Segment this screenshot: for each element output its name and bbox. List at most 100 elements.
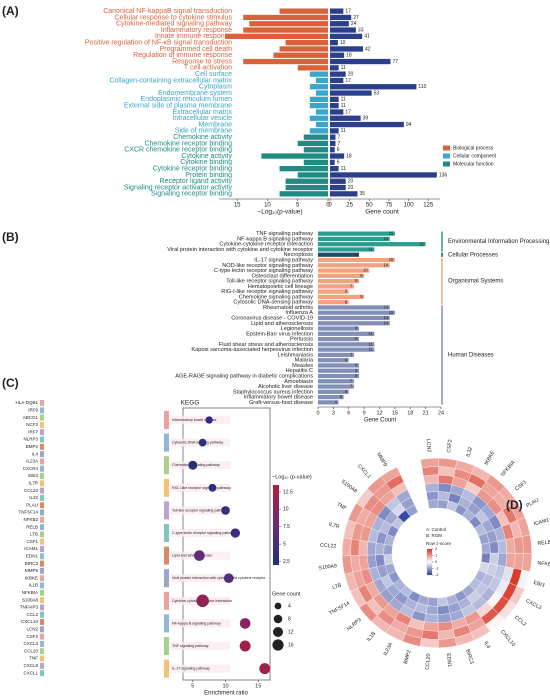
count-label: 18 [346, 153, 352, 159]
gene-label: ICAM1 [24, 546, 38, 551]
pathway-box [170, 529, 230, 537]
dot [208, 483, 217, 492]
heat-cell [375, 542, 385, 556]
gene-label: RELB [537, 540, 550, 547]
y-tick-label: Toll-like receptor signaling pathway [226, 279, 313, 285]
x-tick-label: 10 [264, 203, 271, 209]
pvalue-bar [309, 128, 328, 134]
pvalue-bar [303, 134, 328, 140]
pathway-node [164, 659, 169, 678]
y-tick-label: Coronavirus disease - COVID-19 [231, 315, 313, 321]
count-label: 11 [341, 103, 346, 109]
bar [318, 278, 359, 284]
count-label: 17 [345, 78, 351, 84]
pvalue-bar [309, 115, 328, 121]
gene-label: BMP2 [403, 649, 413, 664]
heat-cell [521, 553, 532, 572]
gene-node [40, 546, 44, 552]
pathway-label: IL-17 signaling pathway [172, 667, 210, 671]
count-bar [330, 58, 391, 65]
y-tick-label: TNF signaling pathway [256, 231, 313, 237]
size-legend-dot [272, 626, 284, 638]
colorbar-title: Row z-score [426, 541, 452, 546]
term-label: Response to stress [172, 58, 232, 65]
y-tick-label: Inflammatory bowel disease [244, 395, 313, 401]
term-label: Programmed cell death [160, 46, 232, 53]
count-label: 24 [351, 21, 357, 27]
y-tick-label: Influenza A [285, 310, 313, 316]
count-label: 20 [348, 179, 354, 185]
gene-label: TNFSF14 [328, 601, 351, 617]
heat-cell [425, 605, 439, 615]
term-label: Receptor ligand activity [160, 178, 233, 185]
gene-node [40, 480, 44, 487]
heat-cell [358, 540, 369, 556]
gene-node [40, 524, 44, 531]
heat-cell [481, 542, 491, 554]
bar [318, 400, 339, 405]
heat-cell [422, 621, 439, 632]
term-label: T cell activation [184, 65, 232, 72]
y-tick-label: Cytokine-cytokine receptor interaction [219, 242, 313, 248]
heat-cell [437, 596, 449, 607]
x-tick-label: 15 [234, 203, 241, 209]
term-label: Endomembrane system [158, 90, 232, 97]
gene-label: EDN1 [26, 553, 39, 558]
value-label: 6 [345, 289, 348, 294]
gene-label: IL32 [465, 446, 474, 458]
legend-label: Biological process [453, 145, 494, 151]
pvalue-bar [297, 172, 328, 178]
count-bar [330, 121, 404, 128]
bar [318, 294, 365, 300]
x-tick-label: 12 [376, 410, 382, 416]
pvalue-bar [279, 8, 328, 14]
count-label: 77 [393, 59, 399, 65]
value-label: 8 [355, 326, 358, 331]
value-label: 11 [369, 247, 374, 252]
y-tick-label: Chemokine signaling pathway [239, 294, 314, 300]
gene-node [40, 670, 44, 677]
size-legend-label: 4 [288, 603, 291, 609]
bar [318, 242, 426, 247]
y-tick-label: AGE-RAGE signaling pathway in diabetic c… [175, 373, 313, 379]
y-tick-label: Staphylococcus aureus infection [233, 389, 313, 395]
pathway-node [164, 614, 169, 633]
gene-label: NFKBIA [500, 459, 517, 478]
gene-node [40, 516, 44, 523]
size-legend-label: 16 [288, 642, 294, 648]
x-tick-label: 15 [392, 410, 398, 416]
pathway-label: NF-kappa B signaling pathway [172, 621, 221, 625]
group-label: Human Diseases [448, 352, 494, 358]
count-bar [330, 166, 339, 172]
bar [318, 305, 390, 310]
pvalue-bar [309, 103, 328, 109]
pvalue-bar [315, 77, 328, 84]
bar [318, 236, 390, 242]
gene-label: TNF [336, 502, 348, 512]
bar [318, 347, 375, 352]
colorbar-tick-label: 7.5 [283, 524, 290, 530]
bar [318, 315, 390, 321]
term-label: Signaling receptor activator activity [124, 184, 233, 191]
y-tick-label: Pertussis [290, 337, 313, 343]
gene-label: NFKBIA [22, 590, 38, 595]
value-label: 7 [350, 352, 353, 357]
size-legend-dot [272, 639, 284, 651]
bar [318, 247, 375, 252]
value-label: 11 [369, 347, 374, 352]
panel-label: (C) [2, 376, 19, 390]
x2-tick-label: 25 [346, 203, 353, 209]
pvalue-bar [315, 109, 328, 115]
y-tick-label: Malaria [295, 358, 314, 364]
dot [188, 460, 198, 470]
value-label: 11 [369, 341, 374, 346]
bar [318, 263, 390, 268]
pathway-node [164, 411, 169, 429]
x-tick-label: 18 [407, 410, 413, 416]
colorbar-tick-label: 2 [435, 546, 438, 551]
y-tick-label: NOD-like receptor signaling pathway [222, 263, 313, 269]
pathway-label: Lipid and atherosclerosis [172, 554, 212, 558]
dot [221, 506, 230, 515]
heat-cell [437, 613, 452, 624]
value-label: 8 [355, 363, 358, 368]
